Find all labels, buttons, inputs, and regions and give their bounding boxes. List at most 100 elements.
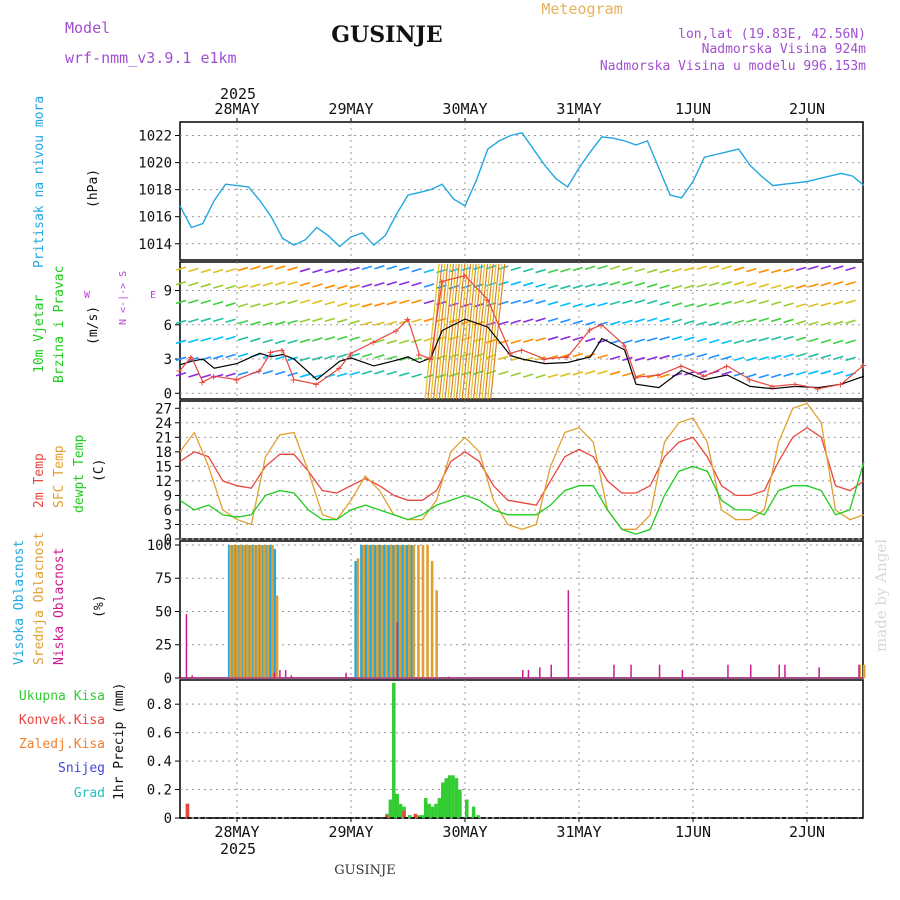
cloud-ytick-label: 75	[155, 571, 172, 587]
wind-barb	[510, 372, 522, 377]
precip-conv-bar	[385, 815, 389, 818]
wind-barb	[299, 267, 311, 273]
wind-barb	[262, 264, 274, 270]
wind-barb	[659, 284, 670, 290]
temp-label-3: dewpt Temp	[72, 435, 87, 513]
wind-barb	[299, 281, 311, 287]
cloud-high-bar	[410, 544, 413, 678]
wind-barb	[820, 370, 832, 375]
wind-ytick-label: 9	[164, 284, 172, 300]
wind-barb	[287, 372, 298, 377]
wind-gust-marker: +	[393, 325, 400, 338]
wind-strong-slash	[475, 263, 491, 400]
cloud-mid-bar	[380, 544, 384, 678]
wind-barb	[560, 302, 571, 307]
cloud-low-bar	[727, 664, 729, 678]
wind-barb	[349, 371, 360, 376]
wind-gust-marker: +	[837, 378, 844, 391]
wind-barb	[398, 281, 410, 286]
wind-barb	[535, 299, 546, 305]
wind-label-1: 10m Vjetar	[32, 295, 47, 373]
wind-barb	[225, 302, 236, 307]
cloud-frame	[179, 540, 864, 679]
wind-barb	[212, 317, 224, 323]
wind-barb	[808, 283, 819, 288]
year-bottom: 2025	[220, 840, 256, 858]
wind-barb	[312, 337, 323, 342]
wind-strong-slash	[438, 263, 454, 400]
pressure-label: Pritisak na nivou mora	[32, 96, 47, 268]
model-name: wrf-nmm_v3.9.1 e1km	[65, 49, 237, 67]
wind-barb	[795, 371, 807, 376]
cloud-low-bar	[858, 664, 860, 678]
wind-barb	[708, 264, 720, 270]
wind-barb	[820, 302, 832, 307]
wind-barbs	[175, 264, 856, 379]
wind-barb	[659, 300, 670, 306]
cloud-low-bar	[539, 667, 541, 678]
wind-barb	[845, 319, 856, 325]
cloud-high-bar	[387, 544, 391, 678]
wind-barb	[522, 281, 534, 287]
compass-e: E	[150, 290, 156, 301]
wind-gust-marker: +	[336, 362, 343, 375]
wind-ytick-label: 3	[164, 352, 172, 368]
wind-barb	[336, 268, 348, 273]
cloud-low-bar	[778, 664, 780, 678]
wind-barb	[746, 338, 757, 343]
wind-barb	[783, 353, 794, 359]
cloud-mid-bar	[275, 595, 279, 678]
wind-barb	[684, 284, 695, 289]
wind-strong-slash	[435, 263, 452, 400]
wind-gust-marker: +	[279, 344, 286, 357]
cloud-low-bar	[658, 664, 661, 678]
wind-barb	[336, 284, 348, 290]
wind-barb	[188, 373, 199, 378]
wind-barb	[212, 336, 224, 341]
cloud-low-bar	[818, 667, 820, 678]
wind-strong-slash	[441, 263, 457, 400]
wind-barb	[498, 320, 509, 326]
wind-barb	[746, 299, 757, 304]
wind-barb	[287, 281, 298, 286]
wind-barb	[398, 266, 410, 271]
wind-barb	[411, 267, 422, 273]
wind-barb	[696, 337, 708, 343]
wind-barb	[597, 302, 608, 307]
wind-barb	[510, 281, 522, 286]
date-label-bottom: 2JUN	[789, 823, 825, 841]
cloud-mid-bar	[232, 544, 236, 678]
wind-barb	[312, 317, 323, 323]
date-label-bottom: 29MAY	[328, 823, 373, 841]
date-label-bottom: 1JUN	[675, 823, 711, 841]
wind-barb	[609, 370, 621, 376]
cloud-ytick-label: 100	[147, 538, 172, 554]
wind-barb	[721, 281, 732, 286]
wind-barb	[237, 266, 249, 272]
wind-barb	[237, 303, 249, 308]
wind-barb	[237, 371, 249, 376]
precip-legend-conv: Konvek.Kisa	[19, 713, 105, 728]
wind-barb	[572, 284, 584, 289]
wind-barb	[336, 372, 348, 378]
wind-barb	[175, 281, 187, 286]
wind-barb	[535, 373, 546, 379]
wind-gust-marker: +	[723, 360, 730, 373]
wind-barb	[770, 268, 782, 274]
cloud-high-bar	[369, 544, 372, 678]
wind-barb	[758, 337, 770, 342]
wind-barb	[274, 281, 286, 286]
wind-gust-marker: +	[415, 348, 422, 361]
wind-barb	[560, 318, 571, 324]
wind-barb	[584, 353, 596, 358]
wind-barb	[374, 354, 385, 359]
wind-barb	[832, 300, 844, 306]
wind-barb	[696, 303, 708, 308]
cloud-low-bar	[447, 676, 450, 678]
pressure-frame	[179, 121, 864, 261]
wind-barb	[634, 373, 646, 378]
precip-ytick-label: 0.2	[147, 783, 172, 799]
wind-red-line	[179, 275, 865, 390]
wind-barb	[510, 299, 522, 305]
wind-barb	[671, 302, 683, 307]
